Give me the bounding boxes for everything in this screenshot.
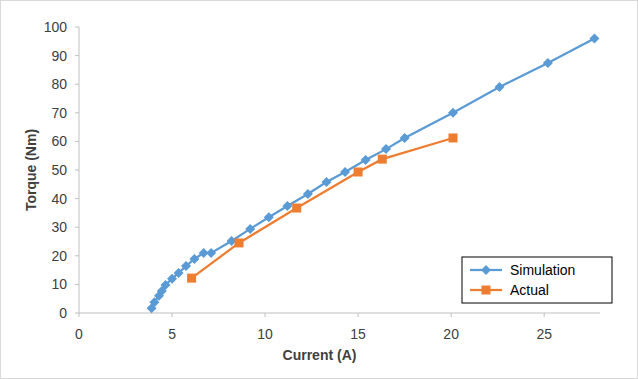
series-marker: [589, 33, 599, 43]
legend-label: Simulation: [510, 262, 575, 278]
series-marker: [245, 224, 255, 234]
series-marker: [361, 155, 371, 165]
x-tick-label: 0: [75, 326, 83, 342]
x-tick: [79, 313, 80, 317]
y-tick-label: 80: [51, 76, 67, 92]
legend-marker: [482, 286, 491, 295]
x-tick: [451, 313, 452, 317]
y-tick: [75, 198, 79, 199]
series-marker: [448, 108, 458, 118]
series-marker: [187, 274, 196, 283]
series-marker: [167, 274, 177, 284]
x-tick-label: 5: [168, 326, 176, 342]
y-tick: [75, 313, 79, 314]
series-marker: [181, 261, 191, 271]
series-line: [192, 138, 453, 278]
x-tick: [265, 313, 266, 317]
x-tick-label: 25: [536, 326, 552, 342]
series-marker: [161, 280, 171, 290]
y-tick: [75, 227, 79, 228]
series-marker: [354, 168, 363, 177]
x-tick-label: 15: [350, 326, 366, 342]
y-tick: [75, 27, 79, 28]
y-tick-label: 100: [44, 19, 68, 35]
chart: 0 10 20 30 40 50 60 70 80 90 100 0 5 10 15 20 25 Current …: [0, 0, 638, 379]
y-tick-label: 20: [51, 248, 67, 264]
y-tick-label: 10: [51, 276, 67, 292]
chart-border: [1, 1, 638, 379]
x-axis-title: Current (A): [283, 347, 357, 363]
y-tick: [75, 255, 79, 256]
x-tick: [172, 313, 173, 317]
y-tick: [75, 84, 79, 85]
legend-box: [462, 257, 612, 303]
y-tick-label: 50: [51, 162, 67, 178]
series-marker: [495, 82, 505, 92]
y-axis-title: Torque (Nm): [23, 129, 39, 211]
y-tick-label: 90: [51, 48, 67, 64]
y-tick: [75, 284, 79, 285]
series-marker: [189, 254, 199, 264]
x-axis-line: [79, 313, 600, 314]
plot-area: [147, 33, 600, 313]
series-marker: [206, 248, 216, 258]
y-tick-label: 0: [59, 305, 67, 321]
series-marker: [378, 155, 387, 164]
series-marker: [400, 133, 410, 143]
series-line: [152, 38, 595, 308]
x-tick: [544, 313, 545, 317]
legend: Simulation Actual: [462, 257, 612, 303]
series-marker: [264, 212, 274, 222]
series-marker: [449, 133, 458, 142]
x-tick-label: 20: [443, 326, 459, 342]
x-tick-label: 10: [257, 326, 273, 342]
series-marker: [321, 177, 331, 187]
legend-label: Actual: [510, 282, 549, 298]
series-marker: [174, 268, 184, 278]
y-tick: [75, 112, 79, 113]
legend-marker: [481, 265, 491, 275]
series-marker: [543, 58, 553, 68]
series-marker: [303, 189, 313, 199]
y-tick-label: 70: [51, 105, 67, 121]
x-tick: [358, 313, 359, 317]
series-marker: [340, 167, 350, 177]
series-marker: [282, 201, 292, 211]
series-marker: [235, 238, 244, 247]
y-tick-label: 30: [51, 219, 67, 235]
y-tick: [75, 141, 79, 142]
y-tick: [75, 170, 79, 171]
y-tick: [75, 55, 79, 56]
y-tick-label: 60: [51, 133, 67, 149]
y-tick-label: 40: [51, 191, 67, 207]
series-marker: [292, 204, 301, 213]
series-marker: [381, 144, 391, 154]
